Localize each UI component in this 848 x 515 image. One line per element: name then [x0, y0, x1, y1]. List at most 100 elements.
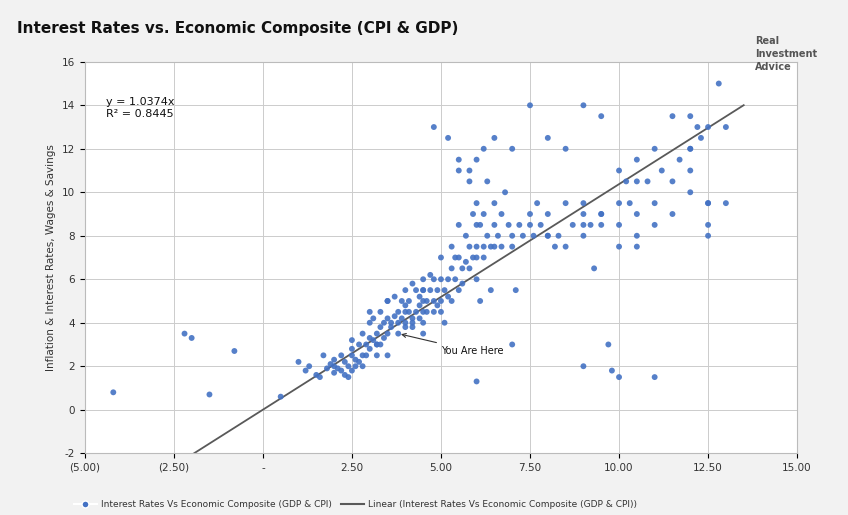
Point — [488, 134, 501, 142]
Point — [441, 134, 455, 142]
Point — [352, 340, 365, 349]
Point — [484, 286, 498, 294]
Point — [399, 319, 412, 327]
Point — [701, 232, 715, 240]
Point — [583, 221, 597, 229]
Point — [416, 286, 430, 294]
Point — [505, 243, 519, 251]
Point — [431, 286, 444, 294]
Point — [463, 177, 477, 185]
Point — [630, 210, 644, 218]
Point — [427, 308, 441, 316]
Point — [701, 123, 715, 131]
Point — [324, 360, 338, 368]
Point — [395, 314, 409, 322]
Point — [523, 101, 537, 109]
Point — [594, 112, 608, 121]
Point — [203, 390, 216, 399]
Point — [345, 345, 359, 353]
Point — [416, 330, 430, 338]
Point — [399, 286, 412, 294]
Point — [612, 199, 626, 207]
Point — [388, 293, 401, 301]
Point — [619, 177, 633, 185]
Point — [370, 330, 383, 338]
Point — [438, 319, 451, 327]
Point — [630, 156, 644, 164]
Point — [466, 253, 480, 262]
Point — [463, 243, 477, 251]
Point — [405, 319, 419, 327]
Point — [445, 264, 459, 272]
Point — [360, 340, 373, 349]
Point — [452, 166, 466, 175]
Point — [701, 199, 715, 207]
Point — [434, 253, 448, 262]
Point — [381, 351, 394, 359]
Point — [298, 367, 312, 375]
Point — [377, 334, 391, 342]
Point — [381, 330, 394, 338]
Y-axis label: Inflation & Interest Rates, Wages & Savings: Inflation & Interest Rates, Wages & Savi… — [47, 144, 56, 371]
Point — [452, 221, 466, 229]
Point — [552, 232, 566, 240]
Point — [530, 199, 544, 207]
Point — [459, 232, 472, 240]
Point — [459, 258, 472, 266]
Point — [648, 221, 661, 229]
Point — [338, 358, 352, 366]
Point — [416, 275, 430, 283]
Point — [630, 232, 644, 240]
Point — [438, 286, 451, 294]
Point — [384, 323, 398, 331]
Point — [449, 275, 462, 283]
Point — [338, 371, 352, 379]
Point — [370, 351, 383, 359]
Point — [370, 340, 383, 349]
Point — [370, 340, 383, 349]
Point — [410, 308, 423, 316]
Point — [345, 336, 359, 344]
Point — [327, 355, 341, 364]
Point — [313, 373, 326, 381]
Point — [410, 286, 423, 294]
Point — [577, 221, 590, 229]
Point — [363, 308, 377, 316]
Point — [399, 323, 412, 331]
Point — [690, 123, 704, 131]
Point — [477, 145, 490, 153]
Point — [505, 340, 519, 349]
Point — [577, 210, 590, 218]
Point — [481, 232, 494, 240]
Point — [427, 123, 441, 131]
Text: You Are Here: You Are Here — [402, 334, 504, 356]
Point — [413, 314, 427, 322]
Point — [427, 275, 441, 283]
Point — [491, 232, 505, 240]
Point — [666, 177, 679, 185]
Point — [381, 297, 394, 305]
Point — [366, 336, 380, 344]
Point — [701, 221, 715, 229]
Point — [470, 156, 483, 164]
Point — [494, 210, 508, 218]
Point — [559, 145, 572, 153]
Point — [534, 221, 548, 229]
Point — [630, 177, 644, 185]
Point — [445, 243, 459, 251]
Point — [559, 199, 572, 207]
Point — [441, 275, 455, 283]
Point — [405, 314, 419, 322]
Point — [381, 297, 394, 305]
Point — [427, 297, 441, 305]
Point — [431, 301, 444, 310]
Point — [470, 199, 483, 207]
Point — [416, 319, 430, 327]
Point — [345, 351, 359, 359]
Point — [321, 364, 334, 372]
Point — [473, 297, 487, 305]
Point — [494, 243, 508, 251]
Point — [577, 199, 590, 207]
Point — [452, 156, 466, 164]
Point — [363, 334, 377, 342]
